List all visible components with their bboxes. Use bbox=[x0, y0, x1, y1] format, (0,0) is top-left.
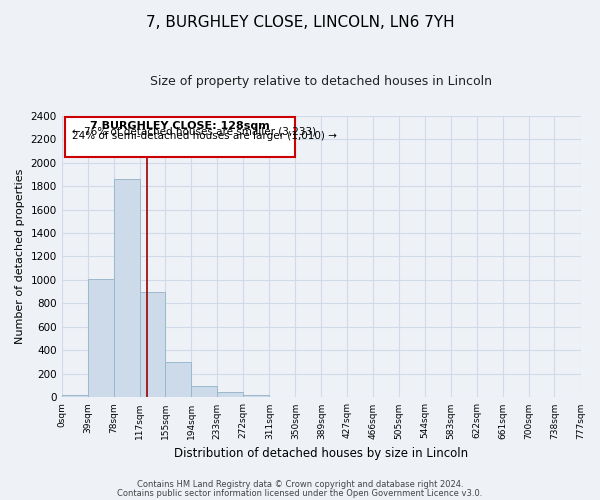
Y-axis label: Number of detached properties: Number of detached properties bbox=[15, 169, 25, 344]
Bar bbox=[191, 386, 217, 398]
Text: ← 76% of detached houses are smaller (3,233): ← 76% of detached houses are smaller (3,… bbox=[71, 126, 316, 136]
Bar bbox=[165, 362, 191, 398]
Text: 7 BURGHLEY CLOSE: 128sqm: 7 BURGHLEY CLOSE: 128sqm bbox=[91, 121, 270, 131]
Bar bbox=[243, 395, 269, 398]
X-axis label: Distribution of detached houses by size in Lincoln: Distribution of detached houses by size … bbox=[174, 447, 468, 460]
Title: Size of property relative to detached houses in Lincoln: Size of property relative to detached ho… bbox=[150, 75, 492, 88]
Bar bbox=[114, 179, 140, 398]
FancyBboxPatch shape bbox=[65, 116, 295, 156]
Text: 7, BURGHLEY CLOSE, LINCOLN, LN6 7YH: 7, BURGHLEY CLOSE, LINCOLN, LN6 7YH bbox=[146, 15, 454, 30]
Text: 24% of semi-detached houses are larger (1,010) →: 24% of semi-detached houses are larger (… bbox=[71, 132, 337, 141]
Bar bbox=[88, 279, 114, 398]
Text: Contains public sector information licensed under the Open Government Licence v3: Contains public sector information licen… bbox=[118, 488, 482, 498]
Bar bbox=[140, 292, 165, 398]
Text: Contains HM Land Registry data © Crown copyright and database right 2024.: Contains HM Land Registry data © Crown c… bbox=[137, 480, 463, 489]
Bar bbox=[62, 395, 88, 398]
Bar bbox=[217, 392, 243, 398]
